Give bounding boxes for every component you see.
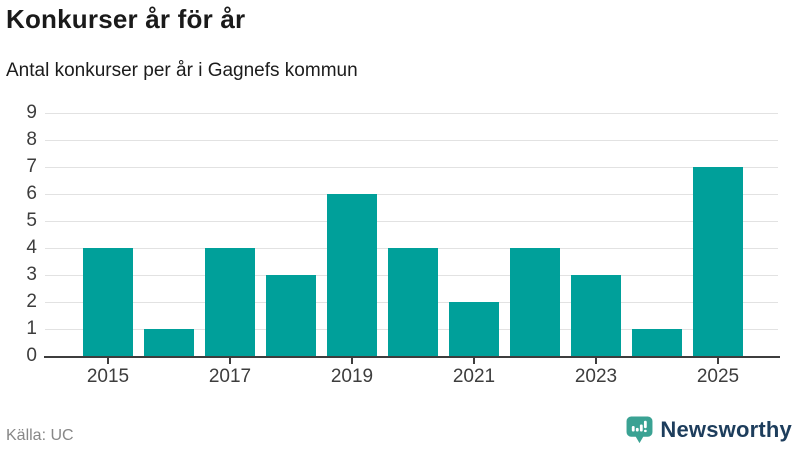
- gridline-6: [45, 194, 778, 195]
- y-axis-label-0: 0: [26, 345, 37, 366]
- y-axis-label-7: 7: [26, 156, 37, 177]
- bar-2015: [83, 248, 133, 356]
- y-axis-label-6: 6: [26, 183, 37, 204]
- gridline-9: [45, 113, 778, 114]
- y-axis-label-9: 9: [26, 102, 37, 123]
- bar-2016: [144, 329, 194, 356]
- bar-2022: [510, 248, 560, 356]
- source-label: Källa: UC: [6, 427, 74, 444]
- bar-2021: [449, 302, 499, 356]
- x-axis-tick-2021: [473, 358, 475, 364]
- chart-subtitle: Antal konkurser per år i Gagnefs kommun: [6, 60, 358, 81]
- x-axis-tick-2025: [717, 358, 719, 364]
- x-axis-label-2025: 2025: [696, 366, 740, 387]
- newsworthy-logo-icon: [626, 416, 653, 444]
- newsworthy-logo: Newsworthy: [626, 416, 792, 444]
- x-axis-label-2021: 2021: [452, 366, 496, 387]
- x-axis-label-2017: 2017: [208, 366, 252, 387]
- gridline-8: [45, 140, 778, 141]
- gridline-7: [45, 167, 778, 168]
- x-axis-line: [44, 356, 780, 358]
- y-axis-label-3: 3: [26, 264, 37, 285]
- gridline-5: [45, 221, 778, 222]
- chart-title: Konkurser år för år: [6, 4, 246, 34]
- x-axis-label-2023: 2023: [574, 366, 618, 387]
- y-axis-label-2: 2: [26, 291, 37, 312]
- x-axis-tick-2017: [229, 358, 231, 364]
- bar-2017: [205, 248, 255, 356]
- y-axis-label-4: 4: [26, 237, 37, 258]
- bar-2019: [327, 194, 377, 356]
- y-axis-label-8: 8: [26, 129, 37, 150]
- x-axis-tick-2019: [351, 358, 353, 364]
- x-axis-label-2019: 2019: [330, 366, 374, 387]
- bar-2020: [388, 248, 438, 356]
- newsworthy-logo-text: Newsworthy: [660, 417, 792, 442]
- y-axis-label-5: 5: [26, 210, 37, 231]
- bar-2024: [632, 329, 682, 356]
- x-axis-tick-2023: [595, 358, 597, 364]
- x-axis-tick-2015: [107, 358, 109, 364]
- bar-2023: [571, 275, 621, 356]
- bar-2025: [693, 167, 743, 356]
- x-axis-label-2015: 2015: [86, 366, 130, 387]
- bar-2018: [266, 275, 316, 356]
- y-axis-label-1: 1: [26, 318, 37, 339]
